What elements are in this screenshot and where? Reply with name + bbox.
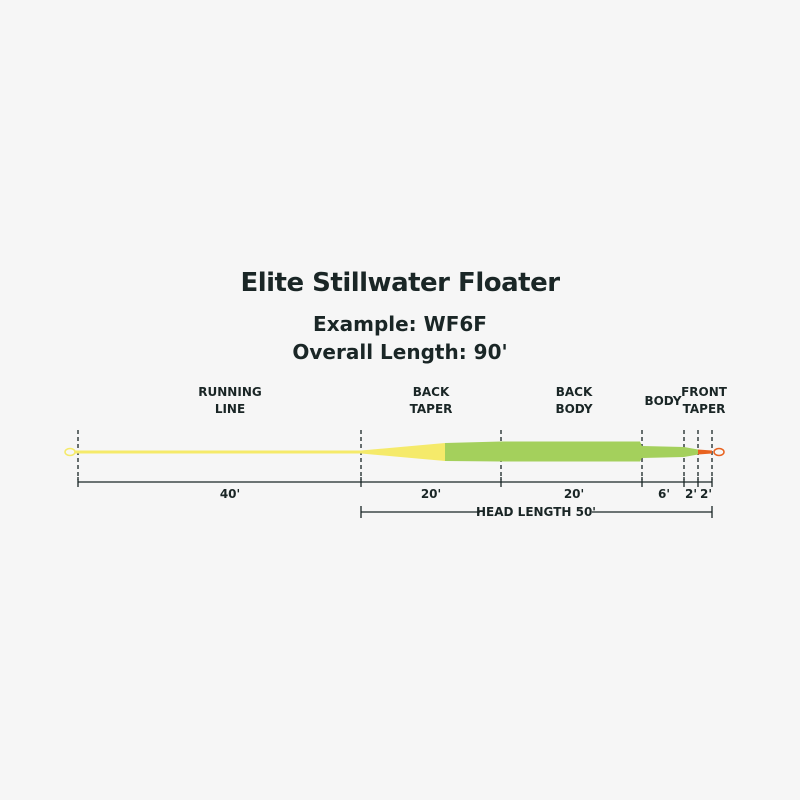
example-line: Example: WF6F [313, 312, 487, 336]
product-title: Elite Stillwater Floater [240, 268, 560, 298]
section-label-back-taper: BACK TAPER [409, 385, 453, 416]
length-front-taper: 2' [685, 487, 697, 501]
head-length-label: HEAD LENGTH 50' [476, 505, 596, 519]
length-back-body: 20' [564, 487, 584, 501]
section-label-running-line: RUNNING LINE [198, 385, 262, 416]
section-label-back-body: BACK BODY [555, 385, 593, 416]
rear-loop [64, 447, 76, 457]
section-label-body: BODY [644, 394, 682, 408]
front-taper [684, 447, 698, 457]
body [642, 446, 684, 458]
length-body: 6' [658, 487, 670, 501]
front-loop [713, 447, 725, 457]
running-line [75, 450, 362, 454]
length-tip: 2' [700, 487, 712, 501]
back-taper-green [445, 441, 501, 462]
overall-length: Overall Length: 90' [292, 340, 508, 364]
tip [698, 449, 712, 455]
back-taper-yellow [361, 443, 445, 461]
length-running-line: 40' [220, 487, 240, 501]
length-back-taper: 20' [421, 487, 441, 501]
section-label-front-taper: FRONT TAPER [681, 385, 727, 416]
back-body [501, 441, 642, 462]
